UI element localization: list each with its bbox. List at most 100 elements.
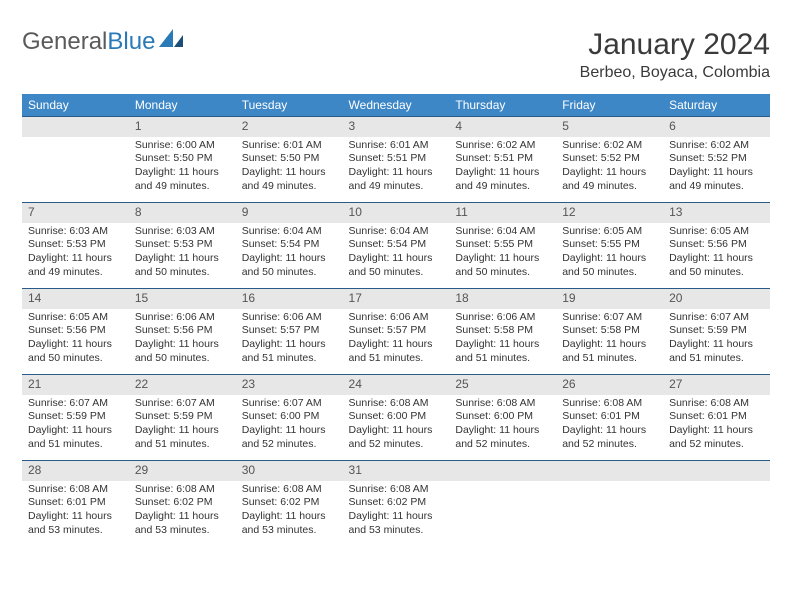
sunrise-line: Sunrise: 6:08 AM xyxy=(349,483,429,495)
sunset-line: Sunset: 6:02 PM xyxy=(135,496,213,508)
sunrise-line: Sunrise: 6:07 AM xyxy=(669,311,749,323)
day-body: Sunrise: 6:03 AMSunset: 5:53 PMDaylight:… xyxy=(129,223,236,284)
day-number: 23 xyxy=(236,374,343,395)
day-body: Sunrise: 6:08 AMSunset: 6:02 PMDaylight:… xyxy=(343,481,450,542)
day-body: Sunrise: 6:04 AMSunset: 5:55 PMDaylight:… xyxy=(449,223,556,284)
daylight-line: Daylight: 11 hours and 52 minutes. xyxy=(562,424,646,450)
day-number: 30 xyxy=(236,460,343,481)
sunrise-line: Sunrise: 6:01 AM xyxy=(349,139,429,151)
day-number: 18 xyxy=(449,288,556,309)
calendar-cell xyxy=(663,460,770,546)
sunset-line: Sunset: 5:55 PM xyxy=(562,238,640,250)
day-body: Sunrise: 6:06 AMSunset: 5:57 PMDaylight:… xyxy=(343,309,450,370)
location: Berbeo, Boyaca, Colombia xyxy=(580,64,770,82)
day-body: Sunrise: 6:02 AMSunset: 5:52 PMDaylight:… xyxy=(663,137,770,198)
day-body: Sunrise: 6:02 AMSunset: 5:51 PMDaylight:… xyxy=(449,137,556,198)
day-body xyxy=(663,481,770,487)
daylight-line: Daylight: 11 hours and 49 minutes. xyxy=(28,252,112,278)
daylight-line: Daylight: 11 hours and 49 minutes. xyxy=(669,166,753,192)
calendar-cell: 28 Sunrise: 6:08 AMSunset: 6:01 PM Dayligh… xyxy=(22,460,129,546)
calendar-head: SundayMondayTuesdayWednesdayThursdayFrid… xyxy=(22,94,770,116)
sunset-line: Sunset: 5:50 PM xyxy=(242,152,320,164)
sunset-line: Sunset: 5:53 PM xyxy=(135,238,213,250)
day-number: 6 xyxy=(663,116,770,137)
daylight-line: Daylight: 11 hours and 49 minutes. xyxy=(242,166,326,192)
daylight-line: Daylight: 11 hours and 52 minutes. xyxy=(349,424,433,450)
sunset-line: Sunset: 6:02 PM xyxy=(349,496,427,508)
logo-text-blue: Blue xyxy=(107,28,155,56)
day-number: 16 xyxy=(236,288,343,309)
sunrise-line: Sunrise: 6:04 AM xyxy=(455,225,535,237)
sunrise-line: Sunrise: 6:05 AM xyxy=(28,311,108,323)
sunset-line: Sunset: 6:01 PM xyxy=(562,410,640,422)
sunset-line: Sunset: 5:59 PM xyxy=(28,410,106,422)
daylight-line: Daylight: 11 hours and 53 minutes. xyxy=(28,510,112,536)
sunset-line: Sunset: 5:57 PM xyxy=(349,324,427,336)
sunset-line: Sunset: 5:56 PM xyxy=(135,324,213,336)
day-body: Sunrise: 6:07 AMSunset: 5:59 PMDaylight:… xyxy=(129,395,236,456)
sunrise-line: Sunrise: 6:08 AM xyxy=(455,397,535,409)
calendar-table: SundayMondayTuesdayWednesdayThursdayFrid… xyxy=(22,94,770,546)
sunrise-line: Sunrise: 6:06 AM xyxy=(242,311,322,323)
calendar-cell: 3Sunrise: 6:01 AMSunset: 5:51 PMDaylight… xyxy=(343,116,450,202)
day-number: 28 xyxy=(22,460,129,481)
day-number: 4 xyxy=(449,116,556,137)
calendar-cell: 4Sunrise: 6:02 AMSunset: 5:51 PMDaylight… xyxy=(449,116,556,202)
day-body xyxy=(556,481,663,487)
daylight-line: Daylight: 11 hours and 51 minutes. xyxy=(242,338,326,364)
day-body: Sunrise: 6:08 AMSunset: 6:00 PMDaylight:… xyxy=(343,395,450,456)
calendar-cell: 16Sunrise: 6:06 AMSunset: 5:57 PMDayligh… xyxy=(236,288,343,374)
day-number: 10 xyxy=(343,202,450,223)
day-number: 14 xyxy=(22,288,129,309)
calendar-cell: 26 Sunrise: 6:08 AMSunset: 6:01 PM Dayligh… xyxy=(556,374,663,460)
day-number: 26 xyxy=(556,374,663,395)
daylight-line: Daylight: 11 hours and 51 minutes. xyxy=(28,424,112,450)
daylight-line: Daylight: 11 hours and 53 minutes. xyxy=(135,510,219,536)
calendar-week-row: 14 Sunrise: 6:05 AM Sunset: 5:56 PM Dayligh… xyxy=(22,288,770,374)
daylight-line: Daylight: 11 hours and 49 minutes. xyxy=(455,166,539,192)
day-body: Sunrise: 6:04 AMSunset: 5:54 PMDaylight:… xyxy=(236,223,343,284)
sunrise-line: Sunrise: 6:02 AM xyxy=(669,139,749,151)
daylight-line: Daylight: 11 hours and 50 minutes. xyxy=(455,252,539,278)
sunrise-line: Sunrise: 6:07 AM xyxy=(562,311,642,323)
calendar-cell xyxy=(556,460,663,546)
calendar-cell: 27Sunrise: 6:08 AMSunset: 6:01 PMDayligh… xyxy=(663,374,770,460)
day-body xyxy=(22,137,129,143)
day-body: Sunrise: 6:01 AMSunset: 5:51 PMDaylight:… xyxy=(343,137,450,198)
sunrise-line: Sunrise: 6:02 AM xyxy=(455,139,535,151)
daylight-line: Daylight: 11 hours and 50 minutes. xyxy=(349,252,433,278)
calendar-cell: 2Sunrise: 6:01 AMSunset: 5:50 PMDaylight… xyxy=(236,116,343,202)
day-number: 27 xyxy=(663,374,770,395)
sunset-line: Sunset: 5:59 PM xyxy=(135,410,213,422)
day-number xyxy=(449,460,556,481)
day-body: Sunrise: 6:01 AMSunset: 5:50 PMDaylight:… xyxy=(236,137,343,198)
day-body: Sunrise: 6:07 AMSunset: 5:59 PMDaylight:… xyxy=(663,309,770,370)
sunset-line: Sunset: 5:56 PM xyxy=(669,238,747,250)
daylight-line: Daylight: 11 hours and 49 minutes. xyxy=(349,166,433,192)
logo-text-general: General xyxy=(22,28,107,56)
calendar-cell: 1Sunrise: 6:00 AMSunset: 5:50 PMDaylight… xyxy=(129,116,236,202)
sunset-line: Sunset: 5:58 PM xyxy=(562,324,640,336)
sunrise-line: Sunrise: 6:08 AM xyxy=(562,397,642,409)
calendar-cell: 31Sunrise: 6:08 AMSunset: 6:02 PMDayligh… xyxy=(343,460,450,546)
day-body: Sunrise: 6:08 AMSunset: 6:02 PMDaylight:… xyxy=(129,481,236,542)
day-number: 15 xyxy=(129,288,236,309)
day-number: 20 xyxy=(663,288,770,309)
weekday-header: Wednesday xyxy=(343,94,450,116)
day-body: Sunrise: 6:04 AMSunset: 5:54 PMDaylight:… xyxy=(343,223,450,284)
daylight-line: Daylight: 11 hours and 52 minutes. xyxy=(669,424,753,450)
daylight-line: Daylight: 11 hours and 52 minutes. xyxy=(455,424,539,450)
sunrise-line: Sunrise: 6:08 AM xyxy=(28,483,108,495)
day-body: Sunrise: 6:07 AMSunset: 6:00 PMDaylight:… xyxy=(236,395,343,456)
sunrise-line: Sunrise: 6:08 AM xyxy=(669,397,749,409)
calendar-cell: 11Sunrise: 6:04 AMSunset: 5:55 PMDayligh… xyxy=(449,202,556,288)
sunrise-line: Sunrise: 6:08 AM xyxy=(349,397,429,409)
sunset-line: Sunset: 6:02 PM xyxy=(242,496,320,508)
calendar-cell: 17Sunrise: 6:06 AMSunset: 5:57 PMDayligh… xyxy=(343,288,450,374)
sunrise-line: Sunrise: 6:05 AM xyxy=(562,225,642,237)
sunrise-line: Sunrise: 6:06 AM xyxy=(349,311,429,323)
sunrise-line: Sunrise: 6:08 AM xyxy=(242,483,322,495)
header: GeneralBlue January 2024 Berbeo, Boyaca,… xyxy=(22,28,770,82)
weekday-header: Monday xyxy=(129,94,236,116)
sunset-line: Sunset: 6:01 PM xyxy=(28,496,106,508)
